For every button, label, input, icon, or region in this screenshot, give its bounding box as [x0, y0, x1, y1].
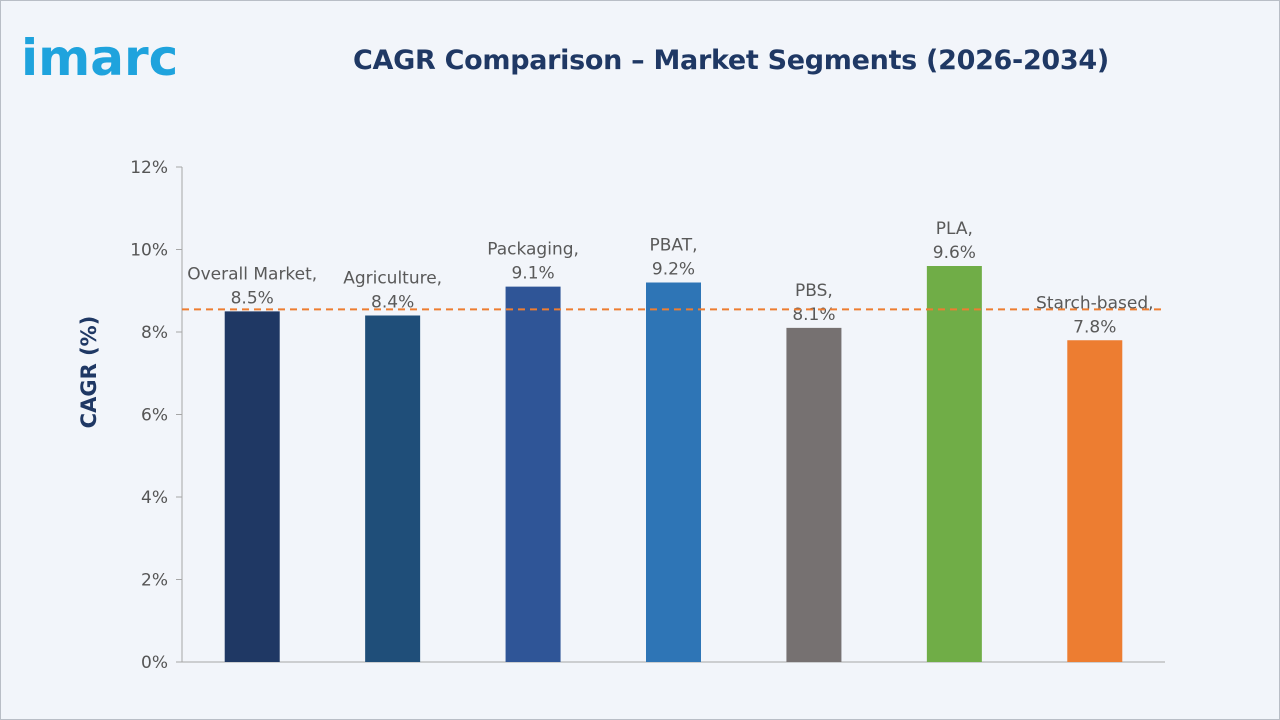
data-label: 9.1% — [511, 264, 554, 284]
data-label: 8.4% — [371, 293, 414, 313]
data-label: Starch-based, — [1036, 293, 1153, 313]
data-label: 7.8% — [1073, 317, 1116, 337]
data-label: PBAT, — [649, 236, 697, 256]
data-label: 8.5% — [231, 288, 274, 308]
y-tick-label: 0% — [141, 653, 168, 673]
y-tick-label: 6% — [141, 406, 168, 426]
y-tick-label: 12% — [130, 158, 168, 178]
data-label: Agriculture, — [343, 269, 442, 289]
bar-packaging — [505, 286, 561, 662]
bar-overall-market — [224, 311, 280, 662]
data-label: Packaging, — [487, 240, 579, 260]
bar-pla — [926, 266, 982, 662]
bar-starch-based — [1067, 340, 1123, 662]
data-labels: Overall Market, 8.5% Agriculture, 8.4% Packa… — [187, 219, 1153, 337]
data-label: Overall Market, — [187, 264, 317, 284]
logo-text: imarc — [21, 29, 178, 87]
imarc-logo: imarc — [21, 29, 178, 87]
data-label: 8.1% — [792, 305, 835, 325]
data-label: PLA, — [936, 219, 973, 239]
y-axis-title: CAGR (%) — [77, 316, 101, 429]
chart-title: CAGR Comparison – Market Segments (2026-… — [353, 45, 1109, 76]
y-axis: 0% 2% 4% 6% 8% 10% 12% — [130, 158, 183, 673]
bar-pbs — [786, 327, 842, 662]
y-tick-label: 4% — [141, 488, 168, 508]
y-tick-label: 8% — [141, 323, 168, 343]
bar-pbat — [646, 282, 701, 662]
bar-agriculture — [365, 315, 421, 662]
data-label: 9.6% — [933, 243, 976, 263]
y-tick-label: 10% — [130, 241, 168, 261]
data-label: PBS, — [795, 281, 833, 301]
data-label: 9.2% — [652, 260, 695, 280]
y-tick-label: 2% — [141, 571, 168, 591]
bars — [224, 266, 1123, 662]
